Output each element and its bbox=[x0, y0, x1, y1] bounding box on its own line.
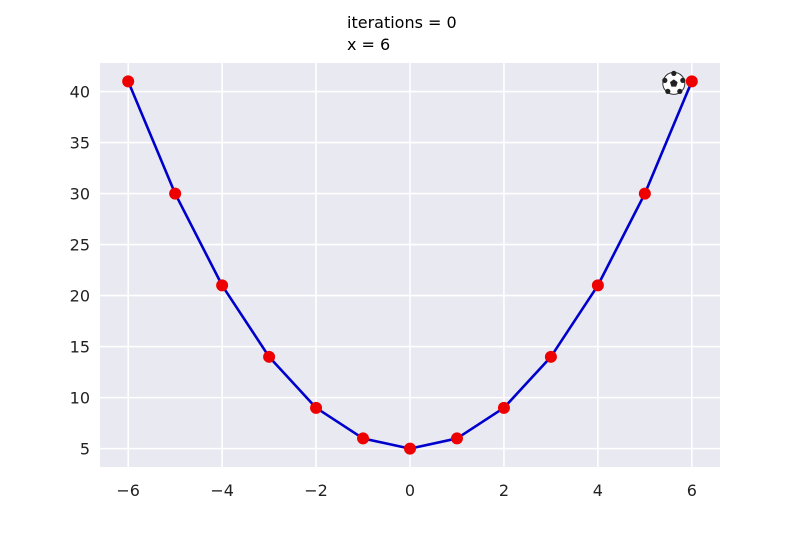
data-point bbox=[404, 442, 416, 455]
y-tick-label: 10 bbox=[70, 389, 90, 408]
y-tick-label: 35 bbox=[70, 134, 90, 153]
y-tick-label: 30 bbox=[70, 185, 90, 204]
data-point bbox=[310, 401, 323, 414]
y-axis: 5 10 15 20 25 30 35 40 bbox=[70, 83, 90, 459]
x-tick-label: 0 bbox=[405, 481, 415, 500]
x-tick-label: −4 bbox=[210, 481, 234, 500]
data-point bbox=[638, 187, 651, 200]
data-point bbox=[169, 187, 182, 200]
data-point bbox=[497, 401, 510, 414]
data-point bbox=[450, 432, 463, 445]
x-tick-label: 2 bbox=[499, 481, 509, 500]
data-point bbox=[591, 279, 604, 292]
y-tick-label: 20 bbox=[70, 287, 90, 306]
data-point bbox=[122, 75, 135, 88]
soccer-ball-marker bbox=[662, 70, 686, 95]
chart-title: iterations = 0 x = 6 bbox=[347, 12, 457, 56]
y-tick-label: 40 bbox=[70, 83, 90, 102]
y-tick-label: 5 bbox=[80, 440, 90, 459]
data-point bbox=[263, 350, 276, 363]
title-iterations: iterations = 0 bbox=[347, 13, 457, 32]
title-x-value: x = 6 bbox=[347, 35, 391, 54]
x-tick-label: 6 bbox=[687, 481, 697, 500]
x-tick-label: 4 bbox=[593, 481, 603, 500]
y-tick-label: 15 bbox=[70, 338, 90, 357]
soccer-ball-icon bbox=[662, 70, 686, 95]
data-point bbox=[685, 75, 698, 88]
data-point bbox=[216, 279, 229, 292]
points-layer bbox=[122, 75, 698, 455]
x-axis: −6 −4 −2 0 2 4 6 bbox=[116, 481, 697, 500]
data-point bbox=[544, 350, 557, 363]
x-tick-label: −6 bbox=[116, 481, 140, 500]
data-point bbox=[357, 432, 370, 445]
y-tick-label: 25 bbox=[70, 236, 90, 255]
x-tick-label: −2 bbox=[304, 481, 328, 500]
